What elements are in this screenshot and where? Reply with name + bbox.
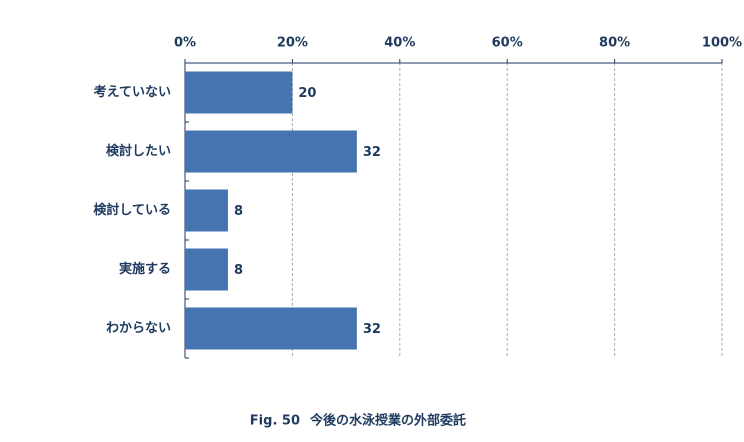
figure-label: Fig. 50	[250, 414, 300, 429]
bar	[185, 130, 357, 173]
bar	[185, 71, 293, 114]
y-tick-label: 実施する	[119, 261, 171, 277]
x-tick-label: 40%	[384, 36, 415, 51]
y-tick-label: 考えていない	[94, 84, 171, 100]
x-tick-label: 60%	[492, 36, 523, 51]
data-label: 8	[234, 204, 243, 219]
chart-title: 今後の水泳授業の外部委託	[309, 413, 466, 429]
data-label: 32	[363, 322, 381, 337]
data-label: 20	[298, 86, 316, 101]
x-tick-label: 100%	[702, 36, 742, 51]
bar	[185, 248, 228, 291]
y-tick-label: わからない	[106, 321, 171, 336]
x-tick-label: 20%	[277, 36, 308, 51]
y-tick-label: 検討したい	[106, 143, 171, 159]
x-tick-label: 80%	[599, 36, 630, 51]
data-label: 8	[234, 263, 243, 278]
y-tick-label: 検討している	[93, 202, 171, 218]
x-tick-label: 0%	[174, 36, 196, 51]
bar	[185, 189, 228, 232]
data-label: 32	[363, 145, 381, 160]
bar	[185, 307, 357, 350]
